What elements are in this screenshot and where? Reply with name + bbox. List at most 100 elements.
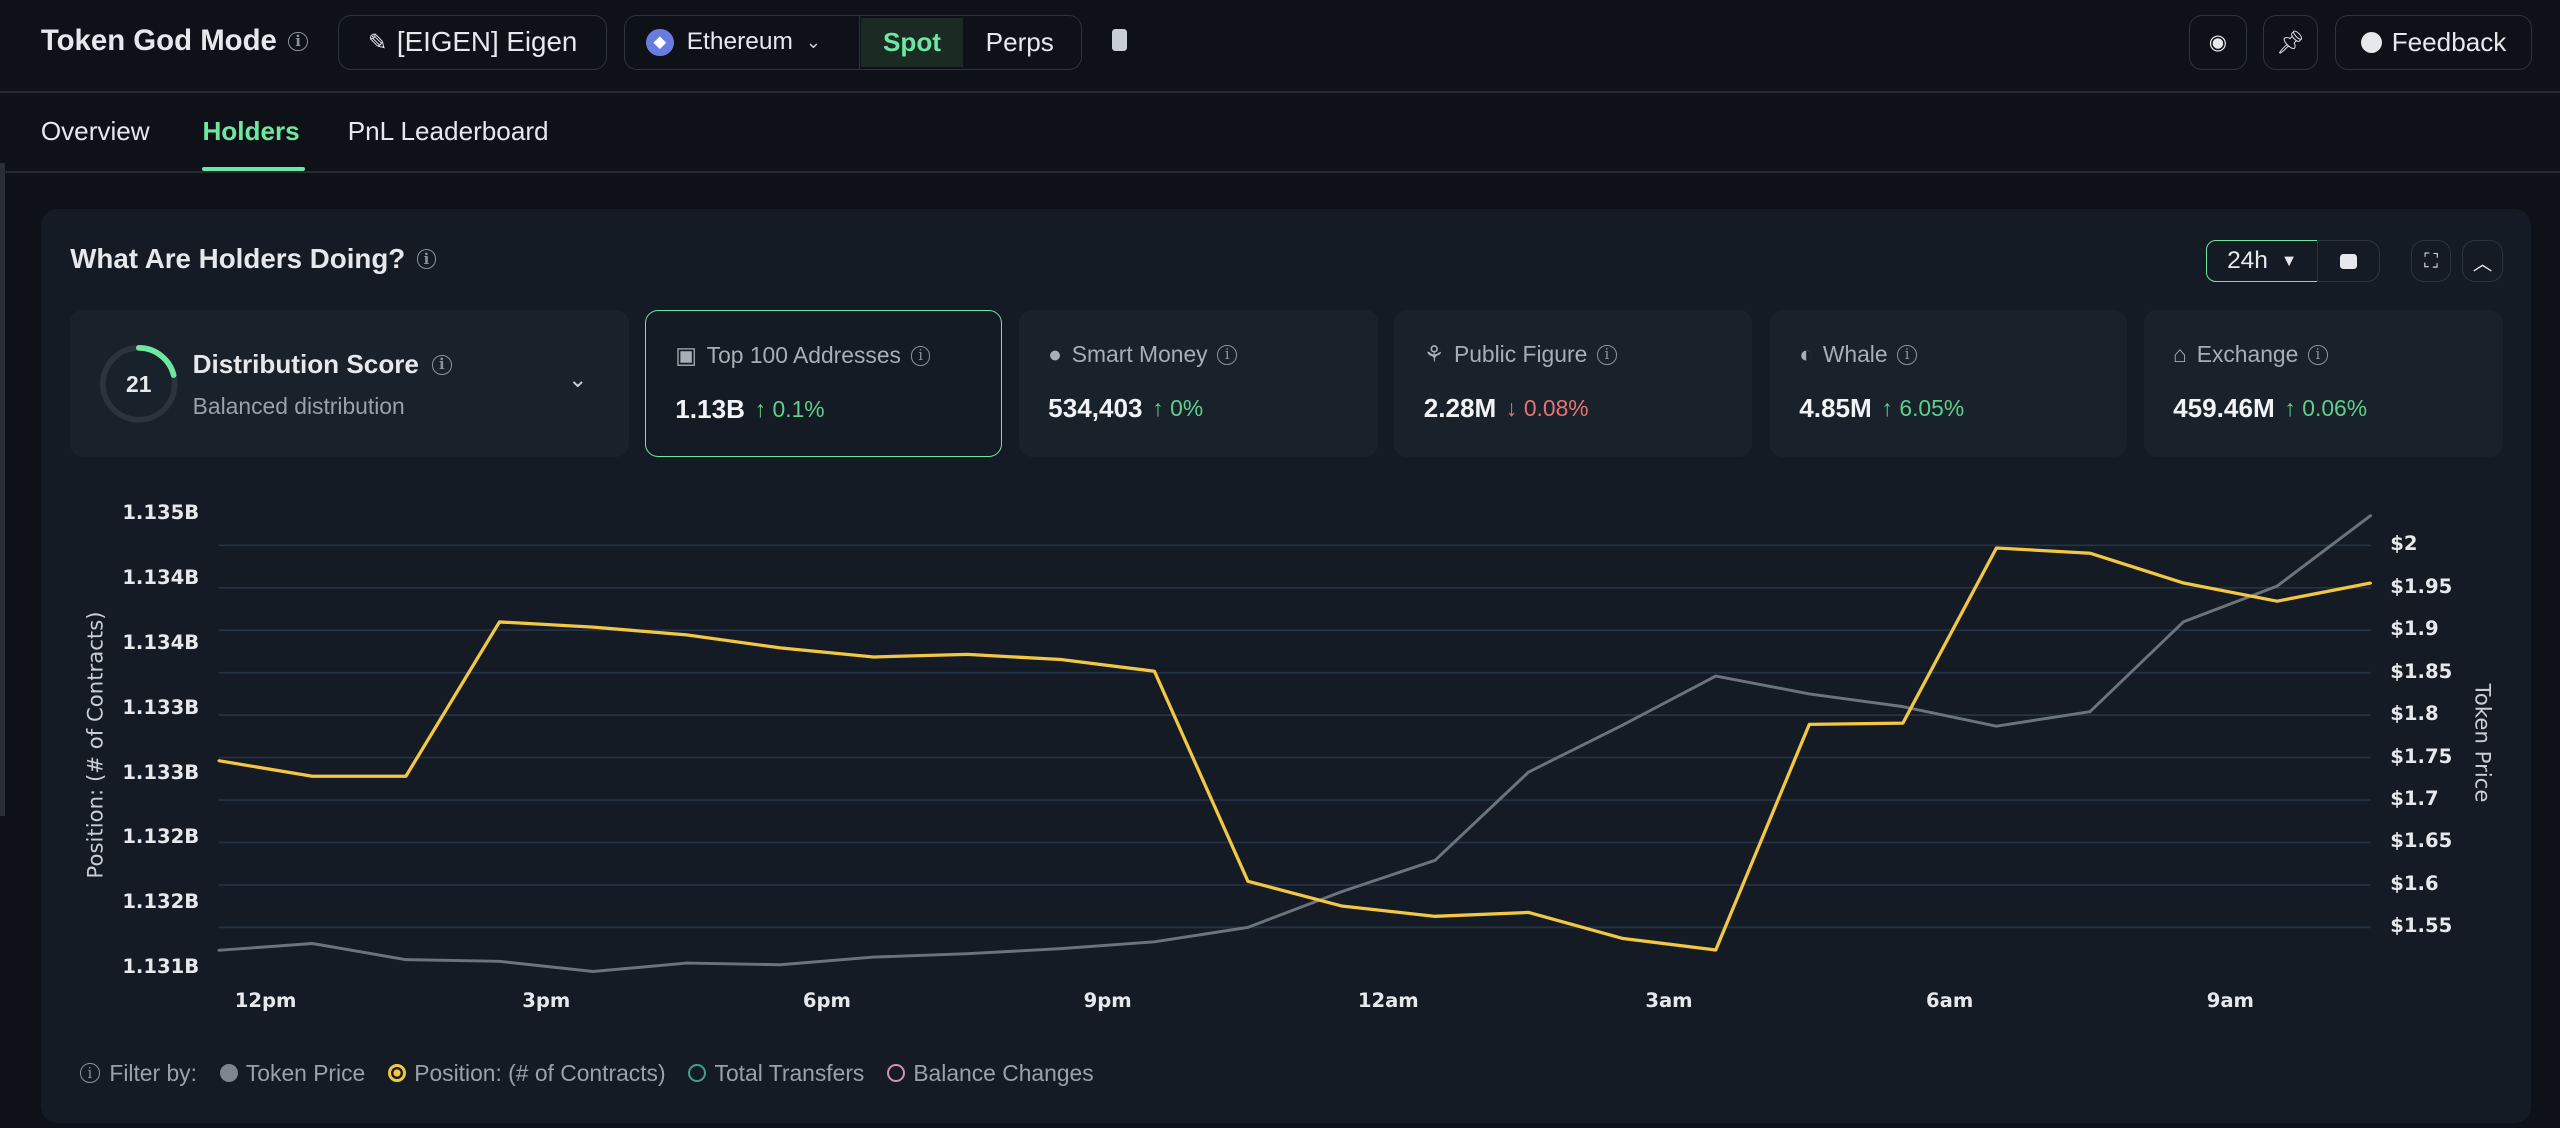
legend-dot-icon bbox=[688, 1064, 707, 1083]
timeframe-select[interactable]: 24h ▼ bbox=[2205, 240, 2319, 283]
distribution-score-card[interactable]: 21 Distribution Score i Balanced distrib… bbox=[70, 310, 629, 458]
legend-filter-position-of-contracts[interactable]: Position: (# of Contracts) bbox=[388, 1060, 666, 1087]
arrow-up-icon: ↑ bbox=[754, 396, 767, 423]
right-axis-tick: $2 bbox=[2390, 532, 2418, 556]
info-icon[interactable]: i bbox=[1897, 344, 1917, 365]
legend-dot-icon bbox=[219, 1064, 238, 1083]
position-point bbox=[498, 620, 501, 624]
token-price-point bbox=[217, 948, 221, 952]
right-axis-tick: $1.95 bbox=[2390, 574, 2453, 598]
distribution-score-title: Distribution Score i bbox=[193, 349, 452, 380]
calendar-button[interactable] bbox=[2316, 240, 2381, 283]
sunglasses-icon: ● bbox=[1048, 341, 1062, 368]
pin-button[interactable]: 📌︎ bbox=[2262, 14, 2319, 71]
info-icon[interactable]: i bbox=[80, 1063, 100, 1083]
position-point bbox=[1433, 915, 1437, 918]
card-value: 4.85M bbox=[1799, 393, 1872, 424]
copy-icon[interactable] bbox=[1111, 29, 1127, 51]
segment-card-smart-money[interactable]: ● Smart Money i 534,403 ↑ 0% bbox=[1018, 310, 1378, 458]
info-icon[interactable]: i bbox=[432, 355, 452, 375]
position-point bbox=[2182, 581, 2185, 585]
info-icon[interactable]: i bbox=[910, 345, 931, 366]
scrollbar[interactable] bbox=[0, 163, 5, 817]
chevron-down-icon[interactable]: ⌄ bbox=[568, 365, 588, 392]
fullscreen-button[interactable]: ⛶ bbox=[2411, 240, 2451, 283]
chain-market-group: ◆ Ethereum ⌄ Spot Perps bbox=[623, 14, 1083, 71]
right-axis-tick: $1.6 bbox=[2390, 871, 2439, 895]
position-point bbox=[591, 625, 595, 629]
token-price-point bbox=[778, 963, 782, 967]
position-point bbox=[1153, 669, 1156, 673]
x-axis-tick: 3am bbox=[1645, 989, 1693, 1013]
info-icon[interactable]: i bbox=[2308, 344, 2328, 365]
info-icon[interactable]: i bbox=[1217, 344, 1237, 365]
arrow-down-icon: ↓ bbox=[1506, 395, 1518, 422]
token-price-point bbox=[2275, 584, 2279, 588]
legend-filter-total-transfers[interactable]: Total Transfers bbox=[688, 1060, 864, 1087]
tab-pnl-leaderboard[interactable]: PnL Leaderboard bbox=[347, 115, 549, 146]
x-axis-tick: 3pm bbox=[522, 989, 571, 1013]
legend-item-label: Balance Changes bbox=[913, 1059, 1094, 1086]
right-axis-tick: $1.65 bbox=[2390, 829, 2453, 853]
token-price-point bbox=[1059, 947, 1063, 950]
ethereum-icon: ◆ bbox=[645, 28, 674, 57]
legend-filter-token-price[interactable]: Token Price bbox=[219, 1059, 366, 1087]
card-value: 2.28M bbox=[1423, 393, 1497, 424]
token-price-point bbox=[872, 955, 876, 959]
token-price-point bbox=[2369, 514, 2372, 517]
tab-holders[interactable]: Holders bbox=[202, 115, 300, 146]
token-price-line bbox=[218, 514, 2372, 973]
card-label-text: Top 100 Addresses bbox=[706, 342, 901, 369]
left-axis-tick: 1.134B bbox=[122, 630, 200, 654]
token-price-point bbox=[1620, 724, 1624, 727]
info-icon[interactable]: i bbox=[288, 31, 308, 52]
card-value-row: 459.46M ↑ 0.06% bbox=[2173, 393, 2367, 424]
feedback-label: Feedback bbox=[2391, 26, 2507, 57]
tab-overview[interactable]: Overview bbox=[40, 115, 150, 146]
legend-item-label: Position: (# of Contracts) bbox=[414, 1059, 666, 1086]
right-axis-tick: $1.7 bbox=[2390, 786, 2439, 810]
card-value-row: 1.13B ↑ 0.1% bbox=[675, 394, 824, 425]
token-selector-button[interactable]: ✎ [EIGEN] Eigen bbox=[337, 14, 608, 71]
x-axis-tick: 9am bbox=[2206, 989, 2254, 1013]
card-change-value: 0.06% bbox=[2302, 395, 2368, 422]
position-point bbox=[404, 774, 408, 778]
feedback-button[interactable]: Feedback bbox=[2334, 14, 2533, 71]
position-point bbox=[1340, 904, 1343, 908]
legend-dot-icon bbox=[388, 1064, 407, 1083]
card-value-row: 4.85M ↑ 6.05% bbox=[1799, 393, 1964, 424]
tab-spot[interactable]: Spot bbox=[861, 17, 963, 67]
position-point bbox=[2369, 581, 2372, 585]
position-point bbox=[1246, 879, 1250, 883]
position-point bbox=[1901, 721, 1905, 725]
position-point bbox=[872, 655, 876, 659]
watch-button[interactable]: ◉ bbox=[2189, 14, 2247, 71]
collapse-button[interactable]: ︿ bbox=[2462, 240, 2503, 283]
segment-card-public-figure[interactable]: ⚘ Public Figure i 2.28M ↓ 0.08% bbox=[1394, 310, 1752, 458]
active-tab-indicator bbox=[202, 166, 306, 172]
card-label-text: Smart Money bbox=[1071, 341, 1208, 368]
info-icon[interactable]: i bbox=[1597, 344, 1617, 365]
tab-perps[interactable]: Perps bbox=[985, 26, 1054, 57]
card-label: ⌂ Exchange i bbox=[2173, 341, 2328, 368]
whale-icon: ◐ bbox=[1799, 341, 1814, 368]
token-price-point bbox=[1527, 770, 1530, 774]
caret-down-icon: ▼ bbox=[2280, 251, 2298, 270]
position-point bbox=[2275, 599, 2279, 603]
legend-label: Filter by: bbox=[109, 1059, 197, 1086]
card-value: 459.46M bbox=[2173, 393, 2275, 424]
right-axis-tick: $1.55 bbox=[2390, 914, 2453, 938]
segment-card-exchange[interactable]: ⌂ Exchange i 459.46M ↑ 0.06% bbox=[2143, 310, 2503, 458]
card-label-text: Exchange bbox=[2196, 341, 2299, 368]
legend-filter-balance-changes[interactable]: Balance Changes bbox=[887, 1059, 1094, 1087]
info-icon[interactable]: i bbox=[416, 249, 437, 270]
chain-selector[interactable]: ◆ Ethereum ⌄ bbox=[625, 15, 860, 70]
segment-card-whale[interactable]: ◐ Whale i 4.85M ↑ 6.05% bbox=[1769, 310, 2128, 458]
distribution-score-gauge bbox=[99, 344, 178, 423]
legend-item-label: Token Price bbox=[245, 1059, 366, 1086]
segment-card-top-100-addresses[interactable]: ▣ Top 100 Addresses i 1.13B ↑ 0.1% bbox=[644, 310, 1003, 458]
header-divider bbox=[0, 91, 2560, 94]
eye-icon: ◉ bbox=[2208, 30, 2228, 54]
right-axis-tick: $1.85 bbox=[2390, 659, 2453, 683]
